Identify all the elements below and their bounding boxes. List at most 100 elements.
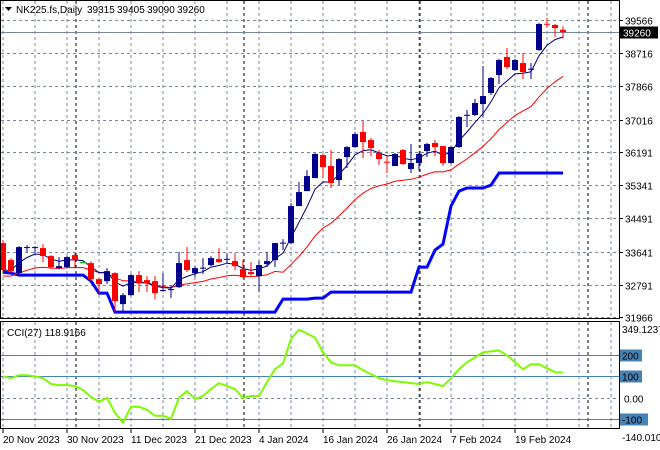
candle xyxy=(136,271,142,293)
candle-body xyxy=(200,267,206,269)
price-tick-label: 35341 xyxy=(625,182,653,193)
candle-body xyxy=(400,150,406,165)
candle xyxy=(504,48,510,70)
cci-level-label: 200 xyxy=(622,352,639,363)
candle-body xyxy=(432,143,438,148)
candle-body xyxy=(552,25,558,29)
candle-body xyxy=(440,146,446,164)
candle xyxy=(464,110,470,128)
candle-body xyxy=(176,263,182,288)
candle xyxy=(528,63,534,80)
candle xyxy=(240,260,246,279)
candle xyxy=(312,153,318,179)
candle xyxy=(232,253,238,271)
candle xyxy=(408,144,414,174)
dropdown-triangle-icon[interactable] xyxy=(5,7,12,11)
candle xyxy=(48,255,54,270)
candle xyxy=(8,258,14,274)
candle-body xyxy=(224,258,230,260)
time-tick-label: 30 Nov 2023 xyxy=(67,435,124,446)
price-grid xyxy=(1,20,619,318)
candle-body xyxy=(128,275,134,296)
candle xyxy=(216,248,222,264)
candle xyxy=(248,262,254,278)
candle xyxy=(472,99,478,117)
candle xyxy=(416,153,422,171)
time-tick-label: 11 Dec 2023 xyxy=(131,435,187,446)
cci-level-badge xyxy=(620,370,642,383)
candle-body xyxy=(520,63,526,73)
candle xyxy=(184,247,190,273)
candle-body xyxy=(320,155,326,168)
price-tick-label: 31966 xyxy=(625,314,653,325)
cci-level-label: 100 xyxy=(622,373,639,384)
candle-body xyxy=(504,57,510,68)
price-axis: 39566 38716 37866 37016 36191 35341 34491 33641… xyxy=(619,17,658,325)
price-tick-label: 33641 xyxy=(625,249,653,260)
candle-body xyxy=(80,262,86,264)
candle-body xyxy=(536,23,542,51)
candle xyxy=(168,285,174,299)
lower-band-line xyxy=(2,171,563,314)
candle xyxy=(304,170,310,192)
candle xyxy=(40,244,46,263)
candle xyxy=(120,293,126,313)
candle-body xyxy=(456,117,462,148)
candle-body xyxy=(112,273,118,302)
candle xyxy=(344,146,350,169)
current-price-label: 39260 xyxy=(623,29,651,40)
price-tick-label: 36191 xyxy=(625,149,653,160)
candle xyxy=(496,58,502,85)
cci-zero-label: 0.00 xyxy=(624,395,644,406)
candle xyxy=(112,272,118,313)
candle xyxy=(152,276,158,300)
candle xyxy=(104,268,110,285)
candle-body xyxy=(120,295,126,305)
candle xyxy=(368,138,374,157)
candle-body xyxy=(0,243,6,271)
candle-body xyxy=(560,29,566,32)
candle-body xyxy=(496,60,502,76)
candle-body xyxy=(24,247,30,249)
candle xyxy=(320,154,326,179)
candle-body xyxy=(376,153,382,160)
time-tick-label: 7 Feb 2024 xyxy=(451,435,502,446)
candle xyxy=(24,245,30,253)
candle xyxy=(88,261,94,282)
candle xyxy=(192,266,198,278)
candle xyxy=(176,252,182,289)
candle-body xyxy=(72,255,78,261)
candle-body xyxy=(512,60,518,71)
candle xyxy=(272,243,278,268)
grid xyxy=(2,1,612,428)
candle xyxy=(424,143,430,158)
candle-body xyxy=(472,103,478,116)
candle xyxy=(80,261,86,264)
candle-body xyxy=(192,268,198,274)
price-tick-label: 34491 xyxy=(625,215,653,226)
candle xyxy=(352,132,358,149)
candle-body xyxy=(312,154,318,179)
candle xyxy=(56,257,62,269)
cci-level-label: -100 xyxy=(622,416,642,427)
candle xyxy=(536,22,542,52)
candle-body xyxy=(296,192,302,207)
candle-body xyxy=(64,257,70,268)
time-tick-label: 19 Feb 2024 xyxy=(515,435,572,446)
candle xyxy=(392,153,398,167)
time-tick-label: 21 Dec 2023 xyxy=(195,435,252,446)
candle xyxy=(64,256,70,269)
candle-body xyxy=(168,289,174,291)
candle-body xyxy=(384,161,390,163)
candle-body xyxy=(96,279,102,285)
candle xyxy=(328,150,334,189)
candle-body xyxy=(408,163,414,170)
candle xyxy=(480,66,486,118)
candle-body xyxy=(272,243,278,261)
candle xyxy=(0,240,6,273)
candle xyxy=(72,253,78,269)
candle xyxy=(296,182,302,207)
candle-body xyxy=(8,260,14,272)
candle-body xyxy=(424,144,430,152)
